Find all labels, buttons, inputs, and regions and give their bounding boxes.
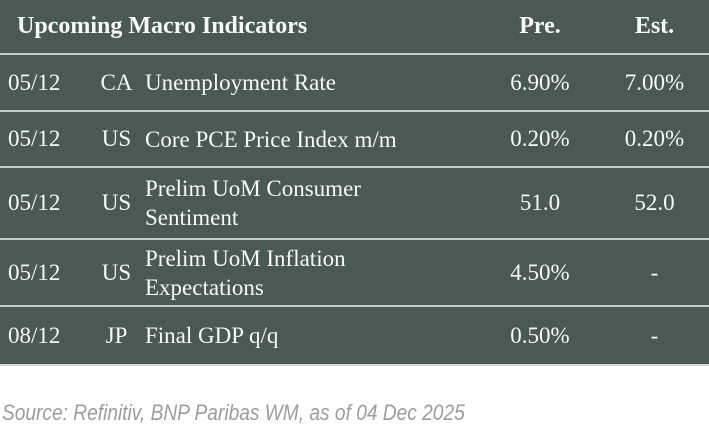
estimate-value-cell: - xyxy=(650,322,659,348)
previous-value-cell: 4.50% xyxy=(510,259,570,285)
country-cell: CA xyxy=(100,69,133,95)
date-cell: 05/12 xyxy=(8,69,61,95)
indicator-cell: Core PCE Price Index m/m xyxy=(145,126,397,152)
indicator-cell: Prelim UoM Inflation Expectations xyxy=(145,245,346,300)
estimate-value-cell: - xyxy=(650,259,659,285)
table-row: 05/12 US Prelim UoM Consumer Sentiment 5… xyxy=(0,168,709,240)
country-cell: US xyxy=(101,126,132,151)
macro-indicators-table: Upcoming Macro Indicators Pre. Est. 05/1… xyxy=(0,0,709,366)
column-header-est: Est. xyxy=(634,13,675,39)
table-row: 08/12 JP Final GDP q/q 0.50% - xyxy=(0,307,709,366)
source-attribution: Source: Refinitiv, BNP Paribas WM, as of… xyxy=(2,400,465,425)
table-header-row: Upcoming Macro Indicators Pre. Est. xyxy=(0,0,709,55)
previous-value-cell: 0.20% xyxy=(510,126,570,151)
previous-value-cell: 6.90% xyxy=(510,69,570,95)
column-header-pre: Pre. xyxy=(519,13,561,39)
table-row: 05/12 US Prelim UoM Inflation Expectatio… xyxy=(0,240,709,307)
estimate-value-cell: 52.0 xyxy=(634,190,675,215)
table-title: Upcoming Macro Indicators xyxy=(17,13,308,39)
date-cell: 05/12 xyxy=(8,190,61,215)
previous-value-cell: 0.50% xyxy=(510,322,570,348)
indicator-cell: Unemployment Rate xyxy=(145,70,336,95)
previous-value-cell: 51.0 xyxy=(519,190,561,215)
date-cell: 08/12 xyxy=(8,322,61,348)
table-row: 05/12 CA Unemployment Rate 6.90% 7.00% xyxy=(0,55,709,112)
estimate-value-cell: 7.00% xyxy=(624,69,685,95)
country-cell: JP xyxy=(105,322,128,348)
indicator-cell: Prelim UoM Consumer Sentiment xyxy=(145,176,361,230)
date-cell: 05/12 xyxy=(8,259,61,285)
date-cell: 05/12 xyxy=(8,126,61,151)
country-cell: US xyxy=(101,190,132,215)
estimate-value-cell: 0.20% xyxy=(624,126,685,151)
country-cell: US xyxy=(101,259,132,285)
indicator-cell: Final GDP q/q xyxy=(145,323,279,348)
table-row: 05/12 US Core PCE Price Index m/m 0.20% … xyxy=(0,112,709,168)
